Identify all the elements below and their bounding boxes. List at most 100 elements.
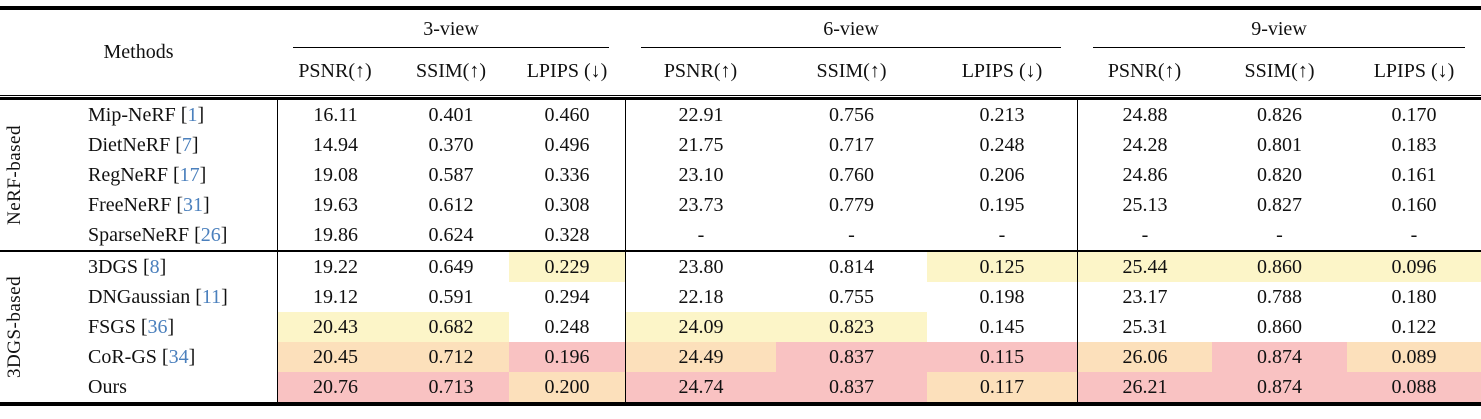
method-name: DietNeRF [7] <box>88 133 199 156</box>
value-cell: 0.229 <box>509 252 625 282</box>
value-cell: - <box>1410 223 1418 246</box>
value-cell: 0.160 <box>1391 193 1437 216</box>
section-nerf-based: NeRF-based Mip-NeRF [1] 16.11 0.401 0.460 22.… <box>0 100 1481 250</box>
value-cell: 0.180 <box>1391 285 1437 308</box>
view-group-header-3view: 3-view <box>277 10 625 48</box>
metric-header-lpips-6view: LPIPS (↓) <box>961 60 1043 82</box>
metric-header-ssim-3view: SSIM(↑) <box>415 60 486 82</box>
value-cell: 25.44 <box>1077 252 1212 282</box>
table-body: NeRF-based Mip-NeRF [1] 16.11 0.401 0.460 22.… <box>0 100 1481 402</box>
value-cell: 0.096 <box>1347 252 1481 282</box>
header-double-rule <box>0 95 1481 100</box>
method-name: SparseNeRF [26] <box>88 223 228 246</box>
value-cell: 0.874 <box>1212 372 1347 402</box>
value-cell: 0.860 <box>1212 252 1347 282</box>
value-cell: 0.294 <box>544 285 590 308</box>
value-cell: 0.760 <box>829 163 874 186</box>
value-cell: 0.624 <box>428 223 474 246</box>
value-cell: 0.756 <box>829 103 874 126</box>
value-cell: 23.17 <box>1077 282 1212 312</box>
value-cell: - <box>625 220 776 250</box>
method-name: RegNeRF [17] <box>88 163 207 186</box>
view-group-header-9view: 9-view <box>1077 10 1481 48</box>
value-cell: 16.11 <box>277 100 393 130</box>
metric-header-ssim-9view: SSIM(↑) <box>1244 60 1315 82</box>
metric-header-psnr-6view: PSNR(↑) <box>663 60 738 82</box>
metric-header-lpips-3view: LPIPS (↓) <box>526 60 608 82</box>
value-cell: - <box>848 223 855 246</box>
value-cell: 24.88 <box>1077 100 1212 130</box>
value-cell: 0.328 <box>544 223 590 246</box>
value-cell: 0.682 <box>393 312 509 342</box>
value-cell: 0.161 <box>1391 163 1437 186</box>
value-cell: 0.612 <box>428 193 474 216</box>
method-name: 3DGS [8] <box>88 255 167 278</box>
value-cell: 23.73 <box>625 190 776 220</box>
value-cell: 0.860 <box>1257 315 1302 338</box>
value-cell: 0.826 <box>1257 103 1302 126</box>
value-cell: 24.74 <box>625 372 776 402</box>
method-name: Ours <box>88 375 127 398</box>
value-cell: 0.717 <box>829 133 874 156</box>
value-cell: - <box>1276 223 1283 246</box>
group-label-nerf-based: NeRF-based <box>4 125 25 225</box>
value-cell: 0.820 <box>1257 163 1302 186</box>
value-cell: 0.206 <box>979 163 1025 186</box>
value-cell: 0.496 <box>544 133 590 156</box>
value-cell: 20.76 <box>277 372 393 402</box>
method-name: Mip-NeRF [1] <box>88 103 205 126</box>
value-cell: 26.21 <box>1077 372 1212 402</box>
value-cell: - <box>998 223 1006 246</box>
metric-header-lpips-9view: LPIPS (↓) <box>1373 60 1455 82</box>
value-cell: 19.86 <box>277 220 393 250</box>
value-cell: 0.195 <box>979 193 1025 216</box>
metric-header-psnr-3view: PSNR(↑) <box>298 60 372 82</box>
value-cell: 0.336 <box>544 163 590 186</box>
section-divider-rule <box>0 250 1481 252</box>
value-cell: 0.712 <box>393 342 509 372</box>
value-cell: 0.587 <box>428 163 474 186</box>
value-cell: 0.755 <box>829 285 874 308</box>
value-cell: 0.213 <box>979 103 1025 126</box>
citation-number: 11 <box>201 285 222 308</box>
citation-number: 34 <box>168 345 189 368</box>
value-cell: 20.43 <box>277 312 393 342</box>
value-cell: 0.308 <box>544 193 590 216</box>
value-cell: 0.788 <box>1257 285 1302 308</box>
value-cell: 19.63 <box>277 190 393 220</box>
value-cell: 19.12 <box>277 282 393 312</box>
value-cell: 0.198 <box>979 285 1025 308</box>
value-cell: 23.80 <box>625 252 776 282</box>
value-cell: 24.09 <box>625 312 776 342</box>
table-header: Methods 3-view 6-view 9-view PSNR(↑) SSI… <box>0 10 1481 95</box>
value-cell: 24.49 <box>625 342 776 372</box>
value-cell: 26.06 <box>1077 342 1212 372</box>
value-cell: 0.122 <box>1391 315 1437 338</box>
citation-number: 8 <box>149 255 160 278</box>
method-name: CoR-GS [34] <box>88 345 196 368</box>
value-cell: 0.837 <box>776 342 927 372</box>
value-cell: 0.827 <box>1257 193 1302 216</box>
value-cell: 0.460 <box>544 103 590 126</box>
value-cell: 0.248 <box>979 133 1025 156</box>
value-cell: 14.94 <box>277 130 393 160</box>
top-rule <box>0 6 1481 10</box>
value-cell: 20.45 <box>277 342 393 372</box>
value-cell: 0.117 <box>927 372 1077 402</box>
value-cell: 24.86 <box>1077 160 1212 190</box>
group-label-3dgs-based: 3DGS-based <box>4 275 25 379</box>
methods-header: Methods <box>103 41 174 63</box>
bottom-rule <box>0 402 1481 406</box>
value-cell: 25.31 <box>1077 312 1212 342</box>
value-cell: 19.08 <box>277 160 393 190</box>
value-cell: 0.088 <box>1347 372 1481 402</box>
value-cell: 22.91 <box>625 100 776 130</box>
value-cell: 0.649 <box>428 255 474 278</box>
value-cell: 25.13 <box>1077 190 1212 220</box>
value-cell: 0.874 <box>1212 342 1347 372</box>
view-group-header-6view: 6-view <box>625 10 1077 48</box>
citation-number: 1 <box>187 103 198 126</box>
citation-number: 36 <box>147 315 168 338</box>
value-cell: 0.115 <box>927 342 1077 372</box>
